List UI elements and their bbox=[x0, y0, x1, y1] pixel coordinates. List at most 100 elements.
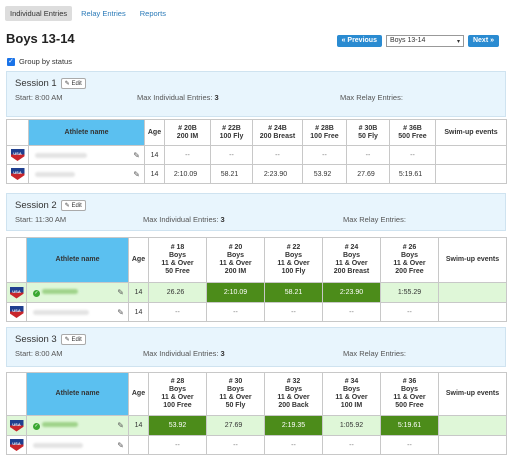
max-individual-entries: Max Individual Entries: 3 bbox=[137, 93, 219, 102]
entry-cell[interactable]: 27.69 bbox=[207, 416, 265, 436]
event-header: # 24B 200 Breast bbox=[253, 120, 303, 146]
previous-button[interactable]: « Previous bbox=[337, 35, 382, 47]
entry-cell[interactable]: 1:55.29 bbox=[381, 283, 439, 303]
entry-cell[interactable]: -- bbox=[207, 303, 265, 322]
event-header: # 36 Boys 11 & Over 500 Free bbox=[381, 373, 439, 416]
entry-cell-selected[interactable]: 2:10.09 bbox=[207, 283, 265, 303]
next-button[interactable]: Next » bbox=[468, 35, 499, 47]
athlete-name-cell: ✓ ✎ bbox=[27, 416, 129, 436]
athlete-name-header[interactable]: Athlete name bbox=[27, 373, 129, 416]
entry-cell[interactable]: -- bbox=[303, 146, 347, 165]
entry-cell-selected[interactable]: 2:19.35 bbox=[265, 416, 323, 436]
edit-label: Edit bbox=[71, 81, 81, 87]
team-logo: USA bbox=[7, 146, 29, 165]
athlete-name-cell: ✎ bbox=[27, 436, 129, 455]
entry-cell[interactable]: -- bbox=[323, 436, 381, 455]
pencil-icon[interactable]: ✎ bbox=[117, 421, 124, 430]
entry-cell[interactable]: -- bbox=[165, 146, 211, 165]
table-row: USA ✓ ✎ 14 26.26 2:10.09 58.21 2:23.90 1:… bbox=[7, 283, 507, 303]
pencil-icon[interactable]: ✎ bbox=[117, 308, 124, 317]
swim-up-cell bbox=[439, 303, 507, 322]
athlete-name-header[interactable]: Athlete name bbox=[27, 238, 129, 283]
athlete-name-cell: ✓ ✎ bbox=[27, 283, 129, 303]
table-row: USA ✓ ✎ 14 53.92 27.69 2:19.35 1:05.92 5:… bbox=[7, 416, 507, 436]
age-cell bbox=[129, 436, 149, 455]
max-individual-label: Max Individual Entries: bbox=[137, 93, 212, 102]
tab-relay-entries[interactable]: Relay Entries bbox=[76, 6, 131, 21]
edit-label: Edit bbox=[71, 337, 81, 343]
session-title: Session 2 bbox=[15, 200, 57, 211]
entry-cell[interactable]: -- bbox=[381, 303, 439, 322]
logo-column bbox=[7, 120, 29, 146]
entry-cell-selected[interactable]: 2:23.90 bbox=[323, 283, 381, 303]
entry-cell[interactable]: 27.69 bbox=[347, 165, 390, 184]
entry-cell[interactable]: 58.21 bbox=[211, 165, 253, 184]
table-row: USA ✎ 14 -- -- -- -- -- -- bbox=[7, 146, 507, 165]
edit-button[interactable]: ✎ Edit bbox=[61, 78, 86, 89]
session-start: Start: 8:00 AM bbox=[15, 93, 63, 102]
event-header: # 30B 50 Fly bbox=[347, 120, 390, 146]
event-header: # 22B 100 Fly bbox=[211, 120, 253, 146]
pencil-icon[interactable]: ✎ bbox=[117, 288, 124, 297]
logo-column bbox=[7, 373, 27, 416]
entry-cell[interactable]: -- bbox=[323, 303, 381, 322]
tab-individual-entries[interactable]: Individual Entries bbox=[5, 6, 72, 21]
event-header: # 22 Boys 11 & Over 100 Fly bbox=[265, 238, 323, 283]
age-cell: 14 bbox=[129, 283, 149, 303]
swim-up-header: Swim-up events bbox=[439, 238, 507, 283]
session-2-header: Session 2 ✎ Edit Start: 11:30 AM Max Ind… bbox=[6, 193, 506, 231]
entry-cell[interactable]: 26.26 bbox=[149, 283, 207, 303]
athlete-name-cell: ✎ bbox=[29, 165, 145, 184]
entry-cell[interactable]: -- bbox=[149, 303, 207, 322]
entry-cell[interactable]: 1:05.92 bbox=[323, 416, 381, 436]
entry-cell[interactable]: -- bbox=[149, 436, 207, 455]
max-relay-entries: Max Relay Entries: bbox=[343, 349, 406, 358]
event-header: # 32 Boys 11 & Over 200 Back bbox=[265, 373, 323, 416]
event-header: # 36B 500 Free bbox=[390, 120, 436, 146]
entry-cell-selected[interactable]: 53.92 bbox=[149, 416, 207, 436]
session-title: Session 3 bbox=[15, 334, 57, 345]
entry-cell[interactable]: -- bbox=[381, 436, 439, 455]
event-header: # 30 Boys 11 & Over 50 Fly bbox=[207, 373, 265, 416]
entry-cell[interactable]: 2:10.09 bbox=[165, 165, 211, 184]
entry-cell[interactable]: 2:23.90 bbox=[253, 165, 303, 184]
team-logo: USA bbox=[7, 416, 27, 436]
age-cell: 14 bbox=[145, 146, 165, 165]
session-3-table: Athlete name Age # 28 Boys 11 & Over 100 Fr… bbox=[6, 372, 507, 455]
table-row: USA ✎ 14 2:10.09 58.21 2:23.90 53.92 27.… bbox=[7, 165, 507, 184]
max-relay-entries: Max Relay Entries: bbox=[343, 215, 406, 224]
entry-cell[interactable]: 5:19.61 bbox=[390, 165, 436, 184]
swim-up-cell bbox=[439, 283, 507, 303]
max-individual-value: 3 bbox=[215, 93, 219, 102]
entry-cell[interactable]: 53.92 bbox=[303, 165, 347, 184]
entry-cell-selected[interactable]: 58.21 bbox=[265, 283, 323, 303]
pencil-icon[interactable]: ✎ bbox=[117, 441, 124, 450]
pencil-icon[interactable]: ✎ bbox=[133, 151, 140, 160]
age-cell: 14 bbox=[129, 303, 149, 322]
group-select[interactable]: Boys 13-14 ▾ bbox=[386, 35, 464, 47]
entry-cell[interactable]: -- bbox=[390, 146, 436, 165]
max-individual-label: Max Individual Entries: bbox=[143, 349, 218, 358]
entry-cell[interactable]: -- bbox=[347, 146, 390, 165]
entry-cell[interactable]: -- bbox=[207, 436, 265, 455]
edit-button[interactable]: ✎ Edit bbox=[61, 200, 86, 211]
entry-cell[interactable]: -- bbox=[265, 303, 323, 322]
logo-column bbox=[7, 238, 27, 283]
entry-cell[interactable]: -- bbox=[253, 146, 303, 165]
pencil-icon[interactable]: ✎ bbox=[133, 170, 140, 179]
age-cell: 14 bbox=[145, 165, 165, 184]
table-row: USA ✎ -- -- -- -- -- bbox=[7, 436, 507, 455]
tab-reports[interactable]: Reports bbox=[135, 6, 171, 21]
edit-button[interactable]: ✎ Edit bbox=[61, 334, 86, 345]
entry-cell-selected[interactable]: 5:19.61 bbox=[381, 416, 439, 436]
max-individual-value: 3 bbox=[221, 215, 225, 224]
athlete-name-header[interactable]: Athlete name bbox=[29, 120, 145, 146]
event-header: # 26 Boys 11 & Over 200 Free bbox=[381, 238, 439, 283]
event-header: # 20B 200 IM bbox=[165, 120, 211, 146]
entry-cell[interactable]: -- bbox=[265, 436, 323, 455]
entry-cell[interactable]: -- bbox=[211, 146, 253, 165]
session-title: Session 1 bbox=[15, 78, 57, 89]
table-row: USA ✎ 14 -- -- -- -- -- bbox=[7, 303, 507, 322]
group-by-status-checkbox[interactable]: ✓ bbox=[7, 58, 15, 66]
max-individual-entries: Max Individual Entries: 3 bbox=[143, 349, 225, 358]
